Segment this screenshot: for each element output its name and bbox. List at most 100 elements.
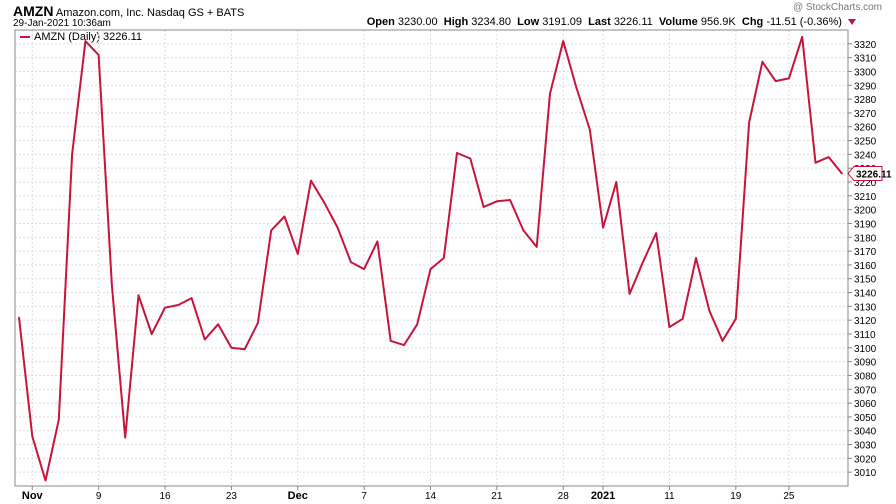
y-tick-label: 3210	[854, 192, 877, 203]
data-point	[84, 40, 87, 42]
price-series	[18, 35, 843, 482]
data-point	[350, 261, 352, 263]
data-point	[44, 479, 47, 482]
x-tick-label: 23	[226, 491, 238, 502]
data-point	[801, 36, 803, 38]
company-label: Amazon.com, Inc.	[55, 7, 144, 19]
legend: AMZN (Daily) 3226.11	[20, 31, 142, 43]
y-tick-label: 3310	[854, 54, 877, 65]
last-value-tag	[847, 166, 883, 182]
y-axis: 3010 3020 3030 3040 3050 3060 3070 3080 3090 3100…	[848, 40, 877, 479]
exchange-label: Nasdaq GS + BATS	[147, 7, 245, 19]
data-point	[204, 338, 206, 341]
data-point	[549, 92, 551, 95]
y-tick-label: 3080	[854, 371, 877, 382]
y-tick-label: 3030	[854, 441, 877, 452]
y-tick-label: 3020	[854, 454, 877, 465]
data-point	[111, 284, 113, 287]
data-point	[615, 181, 618, 183]
chg-value: -11.51 (-0.36%)	[766, 16, 842, 28]
symbol-label: AMZN	[13, 3, 54, 19]
data-point	[71, 153, 73, 156]
watermark-label: @ StockCharts.com	[792, 2, 882, 13]
y-tick-label: 3060	[854, 399, 877, 410]
data-point	[124, 436, 126, 439]
y-tick-label: 3270	[854, 109, 877, 120]
data-point	[18, 316, 20, 319]
volume-value: 956.9K	[700, 16, 736, 28]
data-point	[217, 323, 219, 326]
open-label: Open	[366, 16, 395, 28]
data-point	[814, 161, 817, 164]
y-tick-label: 3320	[854, 40, 877, 51]
data-point	[429, 268, 432, 270]
data-point	[496, 200, 498, 203]
data-point	[774, 80, 777, 82]
y-tick-label: 3300	[854, 67, 877, 78]
legend-swatch-icon	[20, 36, 30, 39]
y-tick-label: 3070	[854, 385, 877, 396]
quote-summary: Open 3230.00 High 3234.80 Low 3191.09 La…	[367, 16, 856, 28]
data-point	[137, 294, 140, 297]
data-point	[535, 246, 538, 248]
high-label: High	[443, 16, 469, 28]
data-point	[588, 128, 591, 131]
data-point	[270, 229, 273, 232]
y-tick-label: 3180	[854, 233, 877, 244]
data-point	[482, 206, 485, 208]
y-tick-label: 3250	[854, 137, 877, 148]
data-point	[721, 340, 724, 342]
data-point	[681, 318, 684, 320]
y-tick-label: 3120	[854, 316, 877, 327]
data-point	[403, 344, 405, 346]
data-point	[562, 40, 565, 42]
data-point	[283, 215, 286, 218]
chart-header: AMZN Amazon.com, Inc. Nasdaq GS + BATS	[13, 3, 244, 19]
data-point	[230, 347, 233, 349]
x-tick-label: 19	[730, 491, 742, 502]
data-point	[363, 268, 365, 270]
last-label: Last	[588, 16, 611, 28]
datetime-label: 29-Jan-2021 10:36am	[13, 18, 111, 29]
data-point	[655, 232, 657, 234]
chart-grid	[15, 30, 848, 486]
high-value: 3234.80	[471, 16, 512, 28]
x-tick-label: Dec	[288, 490, 308, 502]
data-point	[788, 77, 790, 80]
y-tick-label: 3200	[854, 206, 877, 217]
x-tick-label: 2021	[591, 490, 615, 502]
x-tick-label: 25	[783, 491, 795, 502]
data-point	[389, 340, 392, 342]
data-point	[58, 418, 60, 421]
y-tick-label: 3280	[854, 95, 877, 106]
low-label: Low	[517, 16, 540, 28]
y-tick-label: 3290	[854, 81, 877, 92]
data-point	[296, 253, 299, 255]
data-point	[841, 172, 843, 175]
y-tick-label: 3160	[854, 261, 877, 272]
down-arrow-icon	[848, 19, 856, 26]
data-point	[323, 201, 326, 204]
last-value: 3226.11	[613, 16, 653, 28]
data-point	[668, 326, 671, 328]
x-tick-label: 28	[558, 491, 570, 502]
data-point	[416, 323, 419, 326]
data-point	[827, 156, 830, 158]
data-point	[602, 226, 604, 229]
y-tick-label: 3100	[854, 344, 877, 355]
x-tick-label: 21	[491, 491, 503, 502]
y-tick-label: 3220	[854, 178, 877, 189]
y-tick-label: 3110	[854, 330, 876, 341]
last-value-label: 3226.11	[856, 170, 892, 181]
data-point	[336, 226, 339, 229]
data-point	[150, 333, 153, 335]
data-point	[522, 229, 525, 232]
y-tick-label: 3150	[854, 275, 877, 286]
y-tick-label: 3090	[854, 358, 877, 369]
data-point	[376, 240, 379, 243]
data-point	[190, 297, 193, 299]
chg-label: Chg	[741, 16, 764, 28]
y-tick-label: 3130	[854, 302, 877, 313]
data-point	[243, 348, 246, 351]
data-point	[575, 87, 578, 89]
